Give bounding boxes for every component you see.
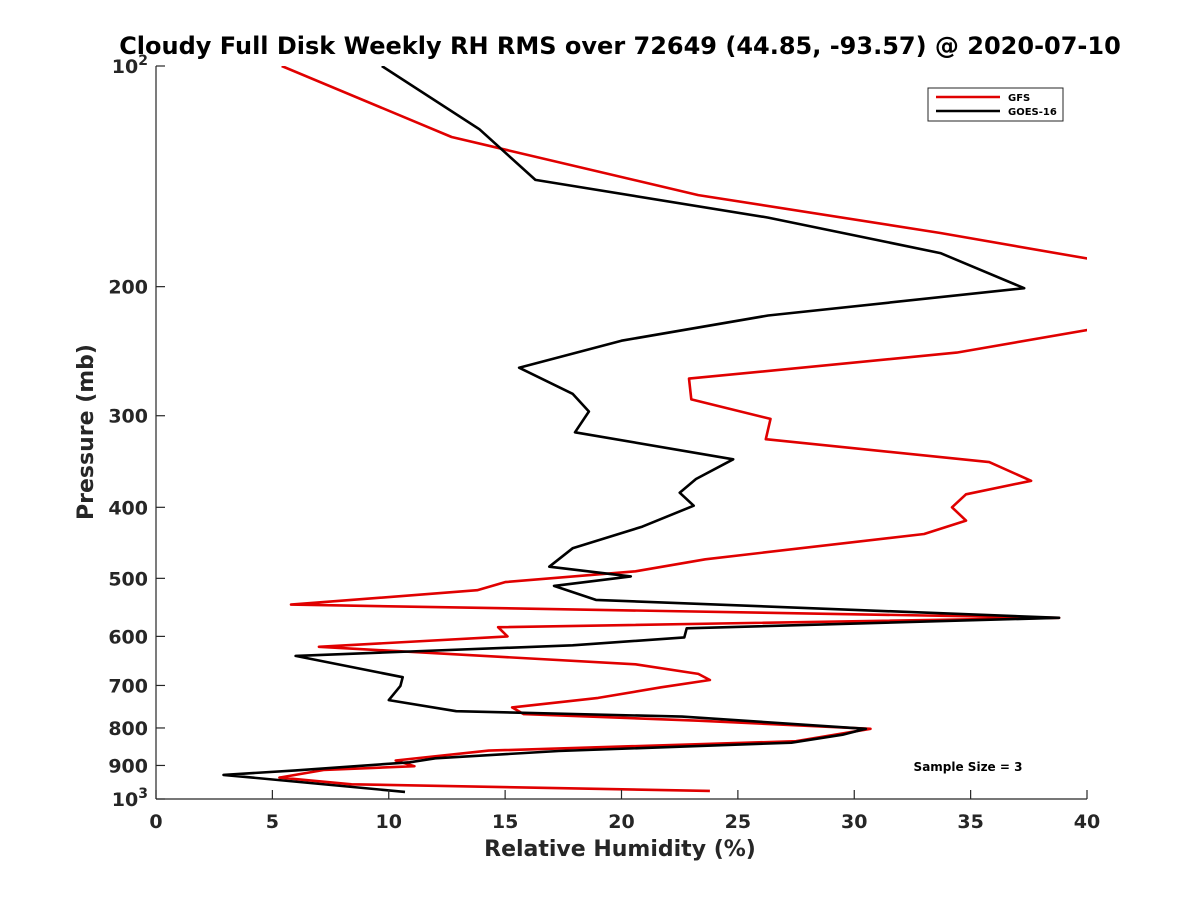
y-tick-label: 300: [108, 406, 148, 428]
series-line-goes-16: [222, 66, 1061, 794]
legend-box: [927, 87, 1064, 122]
y-tick-label: 400: [108, 497, 148, 519]
chart-title: Cloudy Full Disk Weekly RH RMS over 7264…: [119, 32, 1121, 60]
y-tick-label: 102: [112, 53, 148, 78]
x-tick-label: 30: [841, 811, 867, 833]
y-tick-label: 700: [108, 675, 148, 697]
x-axis-ticks: 0 5 10 15 20 25 30 35 40: [149, 790, 1100, 833]
y-tick-label: 900: [108, 755, 148, 777]
y-tick-label: 103: [112, 786, 148, 811]
x-tick-label: 5: [266, 811, 279, 833]
x-tick-label: 25: [725, 811, 751, 833]
legend: GFS GOES-16: [927, 87, 1064, 122]
x-axis-label: Relative Humidity (%): [484, 837, 756, 862]
x-tick-label: 35: [957, 811, 983, 833]
y-tick-label: 500: [108, 568, 148, 590]
x-tick-label: 20: [608, 811, 634, 833]
x-tick-label: 15: [492, 811, 518, 833]
y-axis-ticks: 102 200 300 400 500 600 700 800 900 103: [108, 53, 165, 811]
y-tick-label: 200: [108, 277, 148, 299]
legend-label-goes-16: GOES-16: [1008, 107, 1057, 118]
y-tick-label: 600: [108, 626, 148, 648]
series-lines: [222, 66, 1087, 794]
x-tick-label: 0: [149, 811, 162, 833]
x-tick-label: 10: [376, 811, 402, 833]
sample-size-annotation: Sample Size = 3: [914, 760, 1023, 774]
y-tick-label: 800: [108, 718, 148, 740]
legend-label-gfs: GFS: [1008, 93, 1030, 104]
x-tick-label: 40: [1074, 811, 1100, 833]
y-axis-label: Pressure (mb): [74, 344, 99, 520]
